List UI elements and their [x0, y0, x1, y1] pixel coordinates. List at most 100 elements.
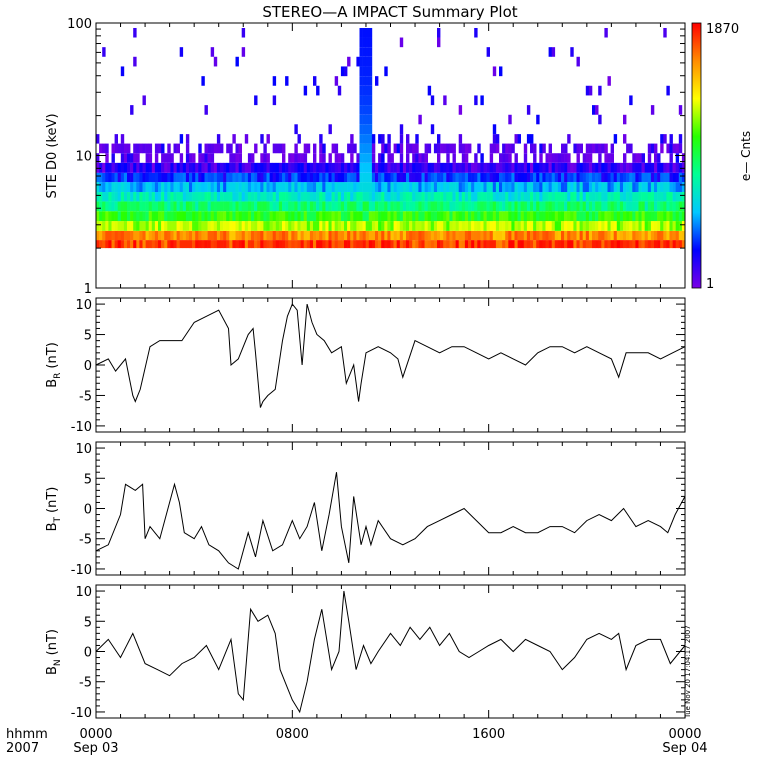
spectrogram-cell: [464, 182, 469, 193]
spectrogram-cell: [114, 162, 118, 173]
spectrogram-cell: [474, 95, 478, 106]
spectrogram-cell: [557, 153, 562, 163]
spectrogram-cell: [576, 211, 580, 222]
spectrogram-cell: [362, 66, 366, 77]
spectrogram-cell: [365, 240, 370, 249]
spectrogram-cell: [189, 162, 193, 173]
spectrogram-cell: [663, 211, 667, 222]
spectrogram-cell: [430, 201, 435, 212]
spectrogram-cell: [455, 211, 459, 222]
spectrogram-cell: [334, 162, 339, 173]
spectrogram-cell: [551, 201, 556, 212]
spectrogram-cell: [545, 230, 549, 241]
spectrogram-cell: [449, 230, 453, 241]
spectrogram-cell: [269, 201, 273, 212]
spectrogram-cell: [638, 182, 642, 193]
spectrogram-cell: [561, 201, 565, 212]
spectrogram-cell: [223, 230, 227, 241]
spectrogram-cell: [142, 162, 146, 173]
spectrogram-cell: [102, 230, 106, 241]
spectrogram-cell: [285, 182, 289, 193]
spectrogram-cell: [123, 162, 128, 173]
spectrogram-cell: [198, 211, 202, 222]
spectrogram-cell: [210, 240, 215, 249]
spectrogram-cell: [607, 201, 611, 212]
spectrogram-cell: [251, 240, 255, 249]
spectrogram-cell: [198, 172, 202, 183]
spectrogram-cell: [530, 192, 534, 202]
spectrogram-cell: [430, 124, 435, 135]
spectrogram-cell: [145, 230, 149, 241]
spectrogram-cell: [247, 182, 252, 193]
spectrogram-cell: [325, 172, 329, 183]
spectrogram-cell: [235, 182, 239, 193]
spectrogram-cell: [461, 230, 466, 241]
spectrogram-cell: [263, 221, 267, 231]
spectrogram-cell: [136, 182, 140, 193]
spectrogram-cell: [297, 134, 301, 144]
spectrogram-cell: [173, 240, 177, 249]
spectrogram-cell: [539, 172, 543, 183]
spectrogram-cell: [173, 211, 177, 222]
spectrogram-cell: [474, 172, 478, 183]
spectrogram-cell: [331, 182, 335, 193]
spectrogram-cell: [120, 221, 125, 231]
spectrogram-cell: [328, 230, 332, 241]
spectrogram-cell: [548, 47, 552, 57]
spectrogram-cell: [340, 172, 345, 183]
spectrogram-cell: [632, 182, 636, 193]
spectrogram-cell: [313, 230, 317, 241]
spectrogram-cell: [260, 240, 264, 249]
spectrogram-cell: [514, 240, 518, 249]
spectrogram-cell: [660, 192, 664, 202]
spectrogram-cell: [548, 211, 552, 222]
spectrogram-cell: [573, 201, 577, 212]
spectrogram-cell: [139, 221, 143, 231]
spectrogram-cell: [272, 230, 277, 241]
spectrogram-cell: [675, 201, 680, 212]
spectrogram-cell: [626, 201, 630, 212]
spectrogram-cell: [533, 172, 537, 183]
spectrogram-cell: [182, 230, 187, 241]
spectrogram-cell: [220, 182, 224, 193]
spectrogram-cell: [508, 240, 512, 249]
spectrogram-cell: [396, 143, 401, 154]
spectrogram-cell: [551, 182, 556, 193]
spectrogram-cell: [452, 221, 456, 231]
spectrogram-cell: [362, 182, 366, 193]
spectrogram-cell: [455, 192, 459, 202]
spectrogram-cell: [362, 162, 366, 173]
spectrogram-cell: [229, 172, 233, 183]
spectrogram-cell: [443, 201, 447, 212]
spectrogram-cell: [303, 211, 308, 222]
spectrogram-cell: [306, 143, 311, 154]
spectrogram-cell: [588, 153, 593, 163]
spectrogram-cell: [123, 153, 128, 163]
spectrogram-cell: [663, 221, 667, 231]
spectrogram-cell: [663, 201, 667, 212]
spectrogram-cell: [117, 172, 122, 183]
spectrogram-cell: [235, 153, 239, 163]
spectrogram-cell: [502, 240, 506, 249]
spectrogram-cell: [238, 230, 242, 241]
spectrogram-cell: [365, 211, 370, 222]
spectrogram-cell: [241, 211, 246, 222]
spectrogram-cell: [616, 172, 621, 183]
spectrogram-cell: [638, 153, 642, 163]
spectrogram-cell: [201, 162, 205, 173]
spectrogram-cell: [133, 182, 137, 193]
spectrogram-cell: [468, 192, 472, 202]
spectrogram-cell: [437, 182, 441, 193]
spectrogram-cell: [424, 192, 428, 202]
spectrogram-cell: [269, 211, 273, 222]
spectrogram-cell: [567, 221, 571, 231]
spectrogram-cell: [189, 201, 193, 212]
spectrogram-cell: [127, 143, 131, 154]
spectrogram-cell: [375, 162, 379, 173]
spectrogram-cell: [316, 192, 320, 202]
spectrogram-cell: [229, 230, 233, 241]
spectrogram-cell: [654, 201, 658, 212]
spectrogram-cell: [545, 221, 549, 231]
spectrogram-cell: [483, 162, 487, 173]
spectrogram-cell: [96, 153, 100, 163]
